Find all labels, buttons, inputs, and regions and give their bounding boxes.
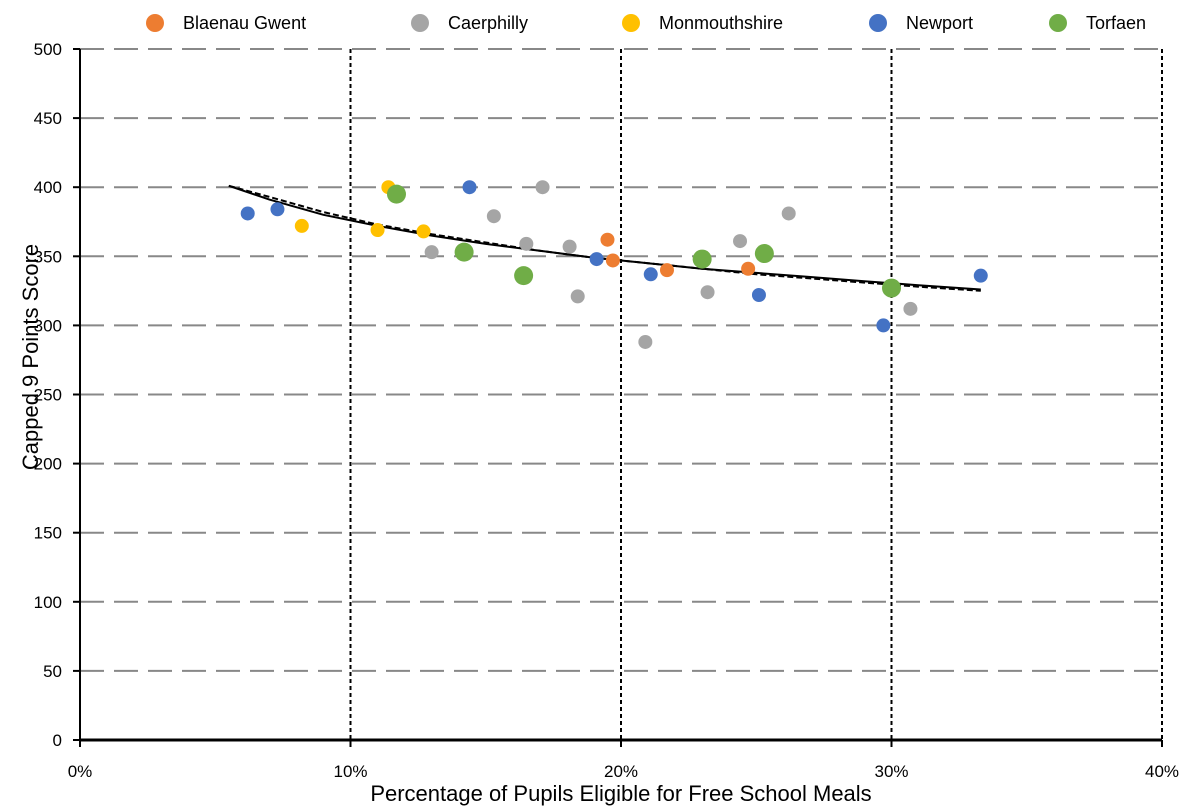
data-point-caerphilly [486, 209, 501, 224]
data-point-blaenau-gwent [741, 261, 756, 276]
data-point-newport [643, 267, 658, 282]
x-tick-label: 20% [604, 762, 638, 781]
data-point-caerphilly [519, 236, 534, 251]
data-point-torfaen [692, 249, 712, 269]
data-point-blaenau-gwent [600, 232, 615, 247]
data-point-newport [240, 206, 255, 221]
y-tick-label: 250 [34, 386, 62, 405]
x-tick-label: 10% [333, 762, 367, 781]
y-tick-label: 0 [53, 731, 62, 750]
legend-label-monmouthshire: Monmouthshire [659, 13, 783, 33]
data-point-torfaen [882, 278, 901, 298]
y-tick-label: 350 [34, 247, 62, 266]
y-tick-label: 450 [34, 109, 62, 128]
data-point-monmouthshire [370, 223, 385, 238]
legend-marker-caerphilly [411, 14, 429, 32]
data-point-newport [270, 202, 285, 217]
y-tick-label: 100 [34, 593, 62, 612]
legend-marker-blaenau-gwent [146, 14, 164, 32]
legend-marker-newport [869, 14, 887, 32]
data-point-newport [876, 318, 891, 333]
data-point-torfaen [754, 244, 774, 264]
axes [73, 48, 1163, 747]
y-tick-label: 400 [34, 178, 62, 197]
legend-marker-torfaen [1049, 14, 1067, 32]
grid [80, 48, 1163, 740]
data-point-blaenau-gwent [659, 263, 674, 278]
data-point-newport [973, 268, 988, 283]
y-axis-title: Capped 9 Points Score [18, 244, 43, 470]
data-point-newport [462, 180, 477, 195]
data-point-caerphilly [733, 234, 748, 249]
data-point-blaenau-gwent [605, 253, 620, 268]
x-tick-label: 30% [874, 762, 908, 781]
tick-labels: 0 50 100 150 200 250 300 350 400 450 500 0% 10% 20% 30… [34, 40, 1179, 781]
data-point-caerphilly [424, 245, 439, 260]
data-point-caerphilly [562, 239, 577, 254]
data-point-caerphilly [638, 334, 653, 349]
legend-marker-monmouthshire [622, 14, 640, 32]
legend-label-newport: Newport [906, 13, 973, 33]
x-axis-title: Percentage of Pupils Eligible for Free S… [370, 781, 871, 806]
data-point-torfaen [386, 184, 406, 204]
data-point-caerphilly [700, 285, 715, 300]
y-tick-label: 50 [43, 662, 62, 681]
data-point-caerphilly [570, 289, 585, 304]
y-tick-label: 200 [34, 455, 62, 474]
data-points [240, 180, 988, 349]
x-tick-label: 40% [1145, 762, 1179, 781]
y-tick-label: 500 [34, 40, 62, 59]
y-tick-label: 300 [34, 316, 62, 335]
data-point-torfaen [454, 242, 474, 262]
legend-label-torfaen: Torfaen [1086, 13, 1146, 33]
x-tick-label: 0% [68, 762, 93, 781]
data-point-caerphilly [781, 206, 796, 221]
data-point-caerphilly [535, 180, 550, 195]
legend-label-blaenau-gwent: Blaenau Gwent [183, 13, 306, 33]
data-point-monmouthshire [416, 224, 431, 239]
y-tick-label: 150 [34, 524, 62, 543]
data-point-newport [589, 252, 604, 267]
data-point-monmouthshire [294, 218, 309, 233]
legend-label-caerphilly: Caerphilly [448, 13, 528, 33]
data-point-newport [751, 287, 766, 302]
legend: Blaenau Gwent Caerphilly Monmouthshire Newp… [146, 13, 1146, 33]
data-point-caerphilly [903, 301, 918, 316]
data-point-torfaen [514, 266, 534, 286]
